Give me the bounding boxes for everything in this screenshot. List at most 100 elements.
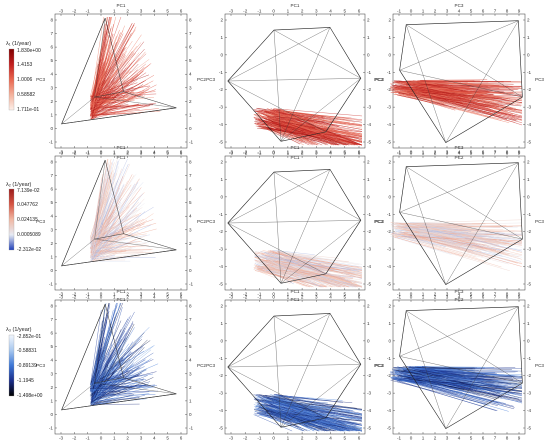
tick-label-left: 2 xyxy=(388,304,391,309)
axis-name-right: PC3 xyxy=(535,77,544,82)
tick-label-bottom: -3 xyxy=(59,436,64,441)
trajectory-line xyxy=(92,369,146,400)
tick-label-right: 3 xyxy=(189,227,192,232)
axis-name-top: PC3 xyxy=(455,289,464,294)
trajectory-line xyxy=(91,79,106,102)
colorbar-row2: λ₂ (1/year) 7.139e-02 0.047762 0.024135 … xyxy=(6,182,41,253)
colorbar-tick: 1.0006 xyxy=(17,77,33,83)
tick-label-left: 7 xyxy=(50,173,53,178)
trajectory-line xyxy=(91,88,108,117)
tick-label-bottom: 6 xyxy=(482,150,485,155)
simplex-edges xyxy=(398,162,523,286)
trajectory-line xyxy=(90,97,113,99)
trajectory-line xyxy=(91,235,148,259)
trajectory-line xyxy=(419,224,493,242)
tick-label-bottom: 0 xyxy=(272,150,275,155)
trajectory-line xyxy=(92,105,143,107)
tick-label-left: 0 xyxy=(220,52,223,57)
tick-label-left: 2 xyxy=(50,241,53,246)
tick-label-top: 5 xyxy=(166,9,169,14)
tick-label-right: -1 xyxy=(189,282,194,287)
tick-label-bottom: 3 xyxy=(315,436,318,441)
trajectory-line xyxy=(90,350,131,406)
trajectory-line xyxy=(92,34,142,106)
tick-label-left: 1 xyxy=(388,177,391,182)
tick-label-right: -2 xyxy=(367,229,372,234)
trajectory-line xyxy=(91,67,127,112)
trajectory-line xyxy=(276,394,363,416)
trajectory-line xyxy=(93,105,150,117)
trajectory-line xyxy=(91,77,116,100)
tick-label-top: -1 xyxy=(257,9,262,14)
tick-label-right: -3 xyxy=(527,391,532,396)
tick-label-top: 5 xyxy=(470,151,473,156)
tick-label-bottom: 6 xyxy=(180,292,183,297)
tick-label-top: 8 xyxy=(506,9,509,14)
tick-label-bottom: -3 xyxy=(229,292,234,297)
trajectory-line xyxy=(257,408,292,423)
tick-label-top: 4 xyxy=(153,295,156,300)
trajectory-line xyxy=(276,400,316,413)
tick-label-left: 8 xyxy=(50,304,53,309)
tick-label-top: 5 xyxy=(166,295,169,300)
tick-label-left: 1 xyxy=(220,35,223,40)
colorbar-tick: 1.830e+00 xyxy=(17,48,41,54)
trajectory-line xyxy=(278,264,320,286)
trajectory-line xyxy=(398,93,506,99)
trajectory-line xyxy=(92,251,146,255)
trajectory-line xyxy=(92,394,135,405)
trajectory-line xyxy=(260,251,363,270)
tick-label-top: -1 xyxy=(86,151,91,156)
tick-label-left: 0 xyxy=(50,126,53,131)
trajectory-line xyxy=(254,123,285,138)
tick-label-bottom: 6 xyxy=(180,150,183,155)
tick-label-right: 5 xyxy=(189,200,192,205)
trajectory-line xyxy=(408,222,473,224)
tick-label-top: -1 xyxy=(397,295,402,300)
tick-label-left: 2 xyxy=(220,18,223,23)
trajectory-line xyxy=(279,122,340,133)
tick-label-top: 0 xyxy=(272,9,275,14)
axis-name-left: PC3 xyxy=(36,219,45,224)
tick-label-left: 5 xyxy=(50,58,53,63)
tick-label-right: -2 xyxy=(527,87,532,92)
tick-label-top: 2 xyxy=(434,9,437,14)
tick-label-top: 3 xyxy=(315,151,318,156)
tick-label-left: -4 xyxy=(387,122,392,127)
tick-label-bottom: 9 xyxy=(518,150,521,155)
tick-label-left: 0 xyxy=(388,338,391,343)
tick-label-bottom: 5 xyxy=(343,436,346,441)
axis-name-top: PC1 xyxy=(291,3,300,8)
tick-label-right: -5 xyxy=(527,282,532,287)
tick-label-right: 1 xyxy=(367,321,370,326)
tick-label-top: 0 xyxy=(410,295,413,300)
tick-label-left: -1 xyxy=(387,212,392,217)
tick-label-right: 0 xyxy=(527,52,530,57)
trajectory-line xyxy=(92,197,113,260)
panel-r1-c3: -1 -1 0 0 1 1 2 2 3 3 4 4 5 5 6 6 7 7 8 8 9 9 2 2 1 1 0 0 -1 -1 -2 -2 -3… xyxy=(374,3,544,160)
panel-frame xyxy=(224,13,366,149)
tick-label-bottom: 7 xyxy=(494,292,497,297)
axis-name-top: PC1 xyxy=(291,289,300,294)
trajectory-line xyxy=(408,229,449,232)
trajectory-line xyxy=(90,243,122,256)
tick-label-top: 3 xyxy=(140,295,143,300)
tick-label-top: -1 xyxy=(86,295,91,300)
trajectory-line xyxy=(419,228,479,230)
tick-label-top: 9 xyxy=(518,9,521,14)
tick-label-bottom: 3 xyxy=(446,436,449,441)
axis-name-right: PC3 xyxy=(375,363,384,368)
trajectory-line xyxy=(92,393,150,402)
tick-label-right: -5 xyxy=(367,282,372,287)
tick-label-bottom: 2 xyxy=(301,150,304,155)
tick-label-left: -4 xyxy=(387,264,392,269)
tick-label-right: 5 xyxy=(189,344,192,349)
trajectory-line xyxy=(271,124,317,146)
tick-label-top: 5 xyxy=(343,9,346,14)
trajectory-line xyxy=(270,265,346,288)
colorbar-tick: 1.711e-01 xyxy=(17,107,39,113)
tick-label-top: -3 xyxy=(229,295,234,300)
trajectory-line xyxy=(91,241,152,251)
colorbar-tick: 0.58582 xyxy=(17,92,35,98)
